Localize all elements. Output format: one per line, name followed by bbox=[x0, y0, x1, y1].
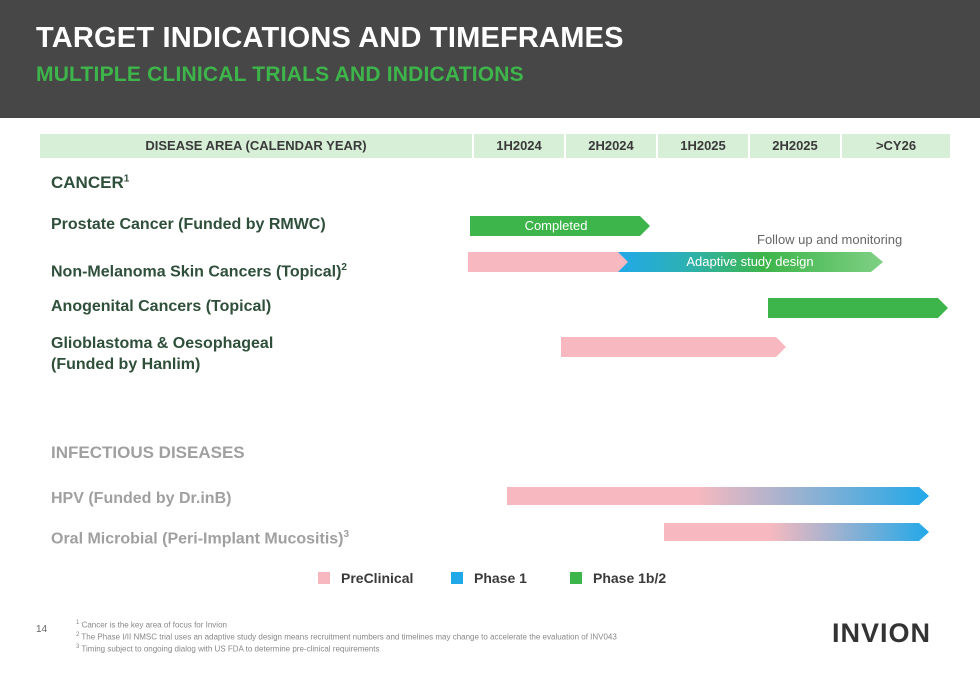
row-label-anogenital: Anogenital Cancers (Topical) bbox=[51, 298, 272, 315]
footnote-3-marker: 3 bbox=[76, 644, 80, 650]
legend-label-preclinical: PreClinical bbox=[341, 570, 414, 586]
row-label-glioblastoma-line2: (Funded by Hanlim) bbox=[51, 356, 201, 373]
footnote-2: 2 The Phase I/II NMSC trial uses an adap… bbox=[76, 632, 617, 642]
row-label-prostate: Prostate Cancer (Funded by RMWC) bbox=[51, 216, 326, 233]
footnote-3-text: Timing subject to ongoing dialog with US… bbox=[81, 644, 380, 654]
page-title: TARGET INDICATIONS AND TIMEFRAMES bbox=[36, 22, 624, 54]
bar-nmsc-preclinical bbox=[468, 252, 628, 272]
column-cy26: >CY26 bbox=[840, 134, 950, 158]
legend-swatch-phase1b2 bbox=[570, 572, 582, 584]
section-cancer-label: CANCER bbox=[51, 173, 124, 192]
column-1h2025: 1H2025 bbox=[656, 134, 748, 158]
footnote-2-text: The Phase I/II NMSC trial uses an adapti… bbox=[81, 632, 617, 642]
bar-glioblastoma-preclinical bbox=[561, 337, 786, 357]
bar-prostate-phase1b2: Completed bbox=[470, 216, 650, 236]
bar-oral-preclinical-phase1 bbox=[664, 523, 929, 541]
followup-annotation: Follow up and monitoring bbox=[757, 232, 903, 247]
bar-nmsc-adaptive: Adaptive study design bbox=[618, 252, 883, 272]
bar-nmsc-label: Adaptive study design bbox=[686, 254, 814, 269]
footnote-1-text: Cancer is the key area of focus for Invi… bbox=[81, 620, 227, 630]
row-label-hpv: HPV (Funded by Dr.inB) bbox=[51, 490, 232, 507]
row-label-nmsc: Non-Melanoma Skin Cancers (Topical)2 bbox=[51, 257, 347, 282]
column-disease-area: DISEASE AREA (CALENDAR YEAR) bbox=[145, 138, 367, 153]
invion-logo: INVION bbox=[832, 618, 932, 648]
column-2h2025: 2H2025 bbox=[748, 134, 840, 158]
column-2h2024: 2H2024 bbox=[564, 134, 656, 158]
column-1h2024: 1H2024 bbox=[472, 134, 564, 158]
row-label-oral-text: Oral Microbial (Peri-Implant Mucositis) bbox=[51, 530, 344, 548]
legend-label-phase1: Phase 1 bbox=[474, 570, 527, 586]
row-label-oral: Oral Microbial (Peri-Implant Mucositis)3 bbox=[51, 524, 349, 549]
footnote-marker: 1 bbox=[123, 173, 130, 185]
legend-label-phase1b2: Phase 1b/2 bbox=[593, 570, 667, 586]
footnote-1: 1 Cancer is the key area of focus for In… bbox=[76, 620, 227, 630]
row-label-glioblastoma-line1: Glioblastoma & Oesophageal bbox=[51, 335, 274, 352]
timeline-column-header: DISEASE AREA (CALENDAR YEAR) 1H2024 2H20… bbox=[40, 134, 950, 158]
legend-swatch-preclinical bbox=[318, 572, 330, 584]
footnote-marker: 2 bbox=[341, 262, 347, 273]
footnote-1-marker: 1 bbox=[76, 620, 80, 626]
footnote-3: 3 Timing subject to ongoing dialog with … bbox=[76, 644, 380, 654]
section-cancer: CANCER1 bbox=[51, 173, 129, 193]
bar-hpv-preclinical-phase1 bbox=[507, 487, 929, 505]
row-label-nmsc-text: Non-Melanoma Skin Cancers (Topical) bbox=[51, 263, 342, 281]
section-infectious: INFECTIOUS DISEASES bbox=[51, 443, 245, 462]
title-banner: TARGET INDICATIONS AND TIMEFRAMES MULTIP… bbox=[0, 0, 980, 118]
footnote-2-marker: 2 bbox=[76, 632, 80, 638]
legend-swatch-phase1 bbox=[451, 572, 463, 584]
page-number: 14 bbox=[36, 624, 48, 635]
row-label-glioblastoma: Glioblastoma & Oesophageal (Funded by Ha… bbox=[51, 333, 273, 375]
footnote-marker: 3 bbox=[343, 529, 350, 540]
bar-anogenital-phase1b2 bbox=[768, 298, 948, 318]
page-subtitle: MULTIPLE CLINICAL TRIALS AND INDICATIONS bbox=[36, 63, 524, 86]
bar-prostate-label: Completed bbox=[524, 218, 588, 233]
